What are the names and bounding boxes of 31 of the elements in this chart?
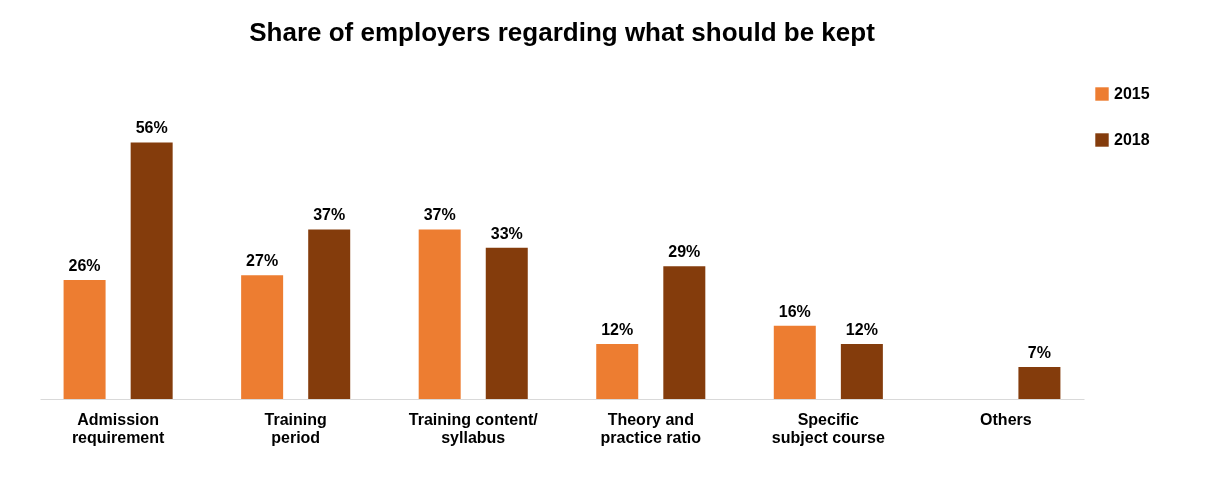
data-label: 7%: [1027, 343, 1051, 361]
legend-label: 2018: [1114, 131, 1150, 148]
x-tick-label: Theory and practice ratio: [600, 410, 702, 446]
x-tick-label: Training content/ syllabus: [408, 410, 539, 446]
x-tick-label: Training period: [264, 410, 327, 446]
bar: [596, 344, 639, 399]
x-tick-label: Specific subject course: [771, 410, 885, 446]
bar: [485, 247, 528, 399]
data-label: 37%: [313, 206, 346, 224]
bar: [773, 325, 816, 399]
chart-title: Share of employers regarding what should be kept: [249, 17, 876, 47]
bar: [241, 275, 284, 399]
data-label: 27%: [246, 252, 279, 270]
bar: [130, 142, 173, 399]
data-label: 33%: [490, 224, 523, 242]
bar: [663, 266, 706, 399]
data-label: 12%: [601, 321, 634, 339]
bar: [308, 229, 351, 399]
x-tick-label: Others: [980, 410, 1032, 428]
x-tick-label: Admission requirement: [71, 410, 166, 446]
bar: [840, 344, 883, 399]
bar: [63, 279, 106, 399]
data-label: 26%: [68, 256, 101, 274]
data-label: 12%: [845, 321, 878, 339]
bar: [1018, 366, 1061, 399]
data-label: 16%: [778, 302, 811, 320]
data-label: 37%: [423, 206, 456, 224]
data-label: 29%: [668, 243, 701, 261]
data-label: 56%: [135, 119, 168, 137]
bar: [418, 229, 461, 399]
legend-label: 2015: [1114, 85, 1150, 102]
